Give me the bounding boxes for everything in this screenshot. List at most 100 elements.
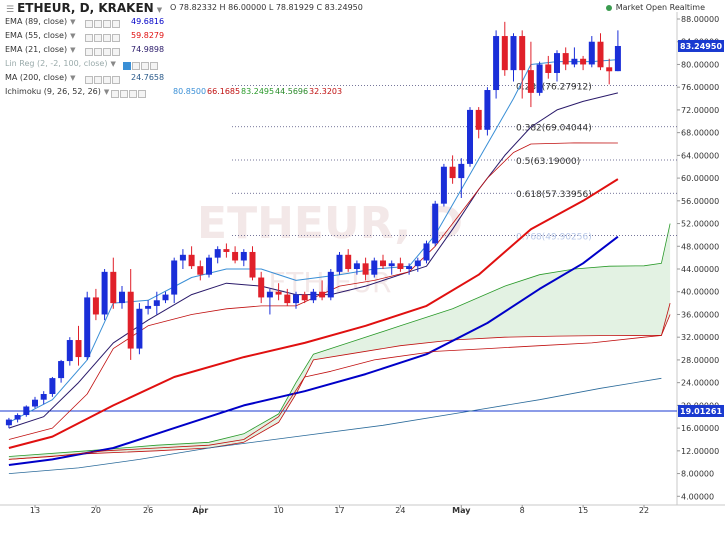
chevron-down-icon[interactable]: ▼ (103, 88, 110, 96)
series-line-ema-55-close (8, 178, 619, 449)
eye-icon[interactable] (85, 75, 93, 84)
y-tick-label: 44.00000 (681, 265, 719, 274)
symbol-title[interactable]: ☰ ETHEUR, D, KRAKEN ▼ (6, 0, 162, 16)
chevron-down-icon[interactable]: ▼ (110, 60, 116, 68)
candle-body (23, 406, 30, 416)
close-icon[interactable] (112, 19, 120, 28)
chevron-down-icon[interactable]: ▼ (70, 46, 76, 54)
legend-row-ema21[interactable]: EMA (21, close) ▼ 74.9898 (5, 44, 164, 56)
candle-body (380, 260, 386, 267)
legend-row-ema55[interactable]: EMA (55, close) ▼ 59.8279 (5, 30, 164, 42)
legend-row-linreg[interactable]: Lin Reg (2, -2, 100, close) ▼ (5, 58, 158, 70)
legend-value: 49.6816 (131, 17, 165, 26)
candle-body (145, 305, 152, 309)
ichimoku-span-a (8, 223, 671, 457)
candle-body (14, 415, 21, 420)
x-tick-label: 15 (578, 506, 588, 515)
legend-row-ma200[interactable]: MA (200, close) ▼ 24.7658 (5, 72, 164, 84)
y-tick-label: 12.00000 (681, 447, 719, 456)
candle-body (336, 254, 343, 272)
plus-icon[interactable] (129, 89, 137, 98)
eye-icon[interactable] (85, 33, 93, 42)
eye-icon[interactable] (123, 61, 131, 70)
legend-name: EMA (21, close) (5, 45, 68, 54)
chevron-down-icon[interactable]: ▼ (70, 32, 76, 40)
close-icon[interactable] (112, 33, 120, 42)
settings-icon[interactable] (94, 19, 102, 28)
legend-buttons[interactable] (111, 88, 147, 100)
market-status-label: Market Open Realtime (615, 3, 705, 12)
legend-value: 24.7658 (131, 73, 165, 82)
candle-body (84, 297, 91, 358)
plus-icon[interactable] (103, 19, 111, 28)
candle-body (536, 64, 543, 93)
candle-body (32, 399, 38, 407)
plus-icon[interactable] (103, 47, 111, 56)
candle-body (614, 45, 621, 72)
legend-row-ichimoku[interactable]: Ichimoku (9, 26, 52, 26) ▼ 80.8500 66.168… (5, 86, 342, 98)
candle-body (580, 58, 587, 65)
legend-buttons[interactable] (85, 32, 121, 44)
eye-icon[interactable] (111, 89, 119, 98)
y-tick-label: 28.00000 (681, 356, 719, 365)
candle-body (223, 249, 230, 252)
close-icon[interactable] (150, 61, 158, 70)
close-icon[interactable] (138, 89, 146, 98)
x-tick-label: 20 (91, 506, 101, 515)
candle-body (562, 53, 569, 65)
legend-buttons[interactable] (85, 18, 121, 30)
candle-body (345, 254, 352, 270)
candle-body (171, 260, 178, 295)
settings-icon[interactable] (132, 61, 140, 70)
settings-icon[interactable] (120, 89, 128, 98)
price-label-text: 83.24950 (680, 42, 722, 51)
candle-body (388, 263, 395, 267)
legend-value-tenkan: 80.8500 (173, 87, 207, 96)
legend-name: Lin Reg (2, -2, 100, close) (5, 59, 108, 68)
candle-body (353, 263, 360, 270)
settings-icon[interactable] (94, 47, 102, 56)
watermark-pair: ETHEUR, D (197, 198, 463, 249)
legend-buttons[interactable] (85, 46, 121, 58)
fib-level-label: 0.382(69.04044) (516, 124, 592, 134)
settings-icon[interactable] (94, 75, 102, 84)
fib-level-label: 0.768(49.90256) (516, 232, 592, 242)
series-line-ichimoku-chikou (8, 302, 671, 460)
close-icon[interactable] (112, 47, 120, 56)
close-icon[interactable] (112, 75, 120, 84)
legend-value-span-b: 32.3203 (309, 87, 343, 96)
settings-icon[interactable] (94, 33, 102, 42)
candle-body (510, 36, 517, 71)
ichimoku-span-b (8, 314, 671, 460)
candle-body (475, 109, 482, 130)
legend-row-ema89[interactable]: EMA (89, close) ▼ 49.6816 (5, 16, 164, 28)
candle-body (179, 254, 186, 261)
y-tick-label: 16.00000 (681, 424, 719, 433)
candle-body (310, 291, 317, 301)
candle-body (597, 41, 604, 68)
candle-body (101, 271, 108, 315)
candle-body (545, 64, 552, 73)
eye-icon[interactable] (85, 19, 93, 28)
legend-buttons[interactable] (85, 74, 121, 86)
plus-icon[interactable] (103, 75, 111, 84)
candle-body (136, 308, 143, 349)
legend-buttons[interactable] (123, 60, 159, 72)
plus-icon[interactable] (141, 61, 149, 70)
eye-icon[interactable] (85, 47, 93, 56)
candle-body (423, 243, 430, 261)
candle-body (58, 361, 65, 379)
y-tick-label: 52.00000 (681, 220, 719, 229)
chevron-down-icon[interactable]: ▼ (70, 18, 76, 26)
candle-body (440, 166, 447, 204)
candle-body (527, 70, 534, 93)
candle-body (493, 36, 500, 91)
candle-body (197, 266, 204, 275)
plus-icon[interactable] (103, 33, 111, 42)
candle-body (319, 291, 326, 298)
candle-body (119, 291, 125, 304)
x-tick-label: 24 (395, 506, 405, 515)
candle-body (266, 291, 273, 298)
chevron-down-icon[interactable]: ▼ (70, 74, 76, 82)
